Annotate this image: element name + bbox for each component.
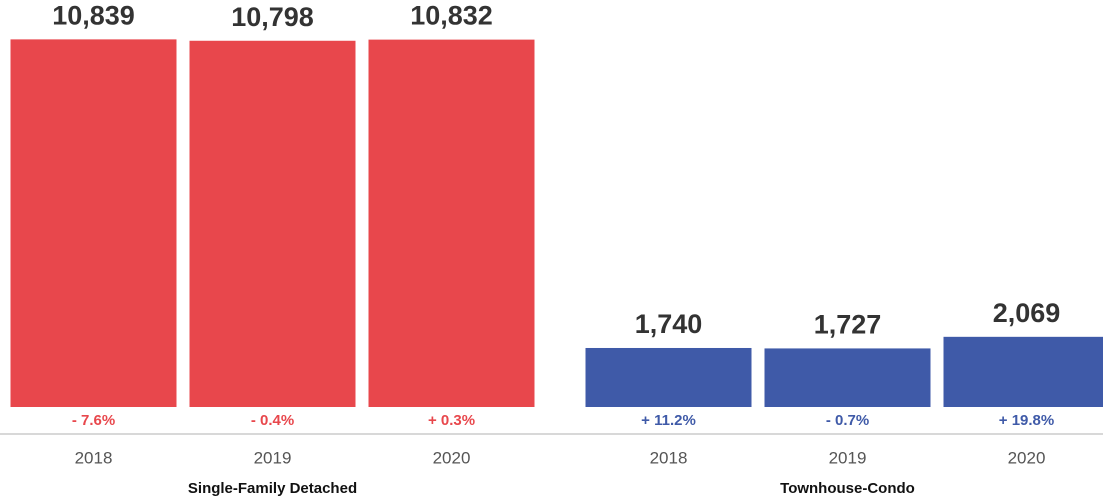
bar bbox=[943, 336, 1103, 407]
value-label: 1,740 bbox=[635, 309, 703, 339]
x-tick-label: 2019 bbox=[829, 448, 867, 467]
bar bbox=[10, 39, 177, 407]
value-label: 2,069 bbox=[993, 298, 1061, 328]
x-tick-label: 2018 bbox=[75, 448, 113, 467]
bar bbox=[585, 347, 752, 407]
group-label: Townhouse-Condo bbox=[780, 480, 915, 497]
x-tick-label: 2019 bbox=[254, 448, 292, 467]
value-label: 10,798 bbox=[231, 2, 314, 32]
change-label: + 11.2% bbox=[641, 412, 696, 429]
change-label: - 7.6% bbox=[72, 412, 115, 429]
bar bbox=[189, 40, 356, 408]
group-label: Single-Family Detached bbox=[188, 480, 357, 497]
x-tick-label: 2020 bbox=[1008, 448, 1046, 467]
bar bbox=[764, 348, 931, 407]
change-label: - 0.7% bbox=[826, 412, 869, 429]
value-label: 10,832 bbox=[410, 1, 493, 31]
x-tick-label: 2018 bbox=[650, 448, 688, 467]
change-label: + 19.8% bbox=[999, 412, 1054, 429]
x-tick-label: 2020 bbox=[433, 448, 471, 467]
value-label: 10,839 bbox=[52, 1, 135, 31]
change-label: + 0.3% bbox=[428, 412, 475, 429]
bar bbox=[368, 39, 535, 408]
change-label: - 0.4% bbox=[251, 412, 294, 429]
value-label: 1,727 bbox=[814, 310, 882, 340]
